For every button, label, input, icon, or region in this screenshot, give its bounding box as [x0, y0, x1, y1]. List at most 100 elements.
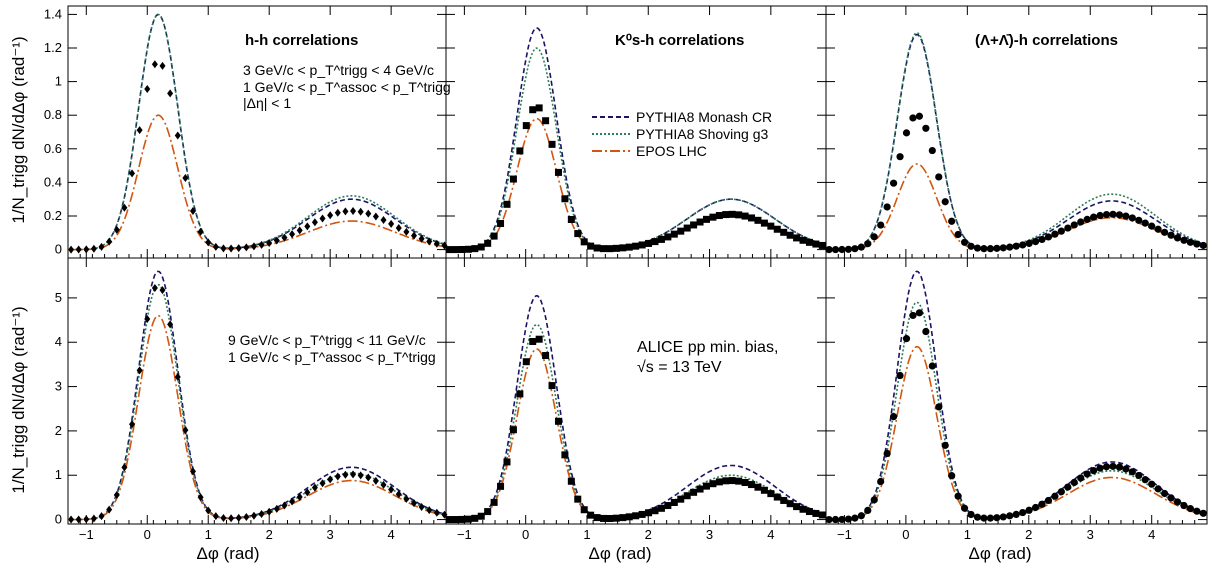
data-point — [980, 514, 988, 522]
series-monash-curve — [68, 270, 447, 521]
data-point — [1064, 483, 1072, 491]
data-point — [831, 515, 840, 524]
series-epos-curve — [826, 345, 1208, 521]
data-point — [464, 515, 472, 523]
data-point — [1122, 212, 1130, 220]
data-point — [1070, 478, 1078, 487]
data-point — [941, 198, 949, 206]
data-point — [980, 245, 988, 253]
data-point — [657, 504, 665, 512]
data-point — [1115, 463, 1124, 471]
data-point — [696, 218, 704, 226]
data-point — [831, 245, 840, 254]
data-point — [548, 140, 556, 148]
data-point — [741, 478, 749, 486]
data-point — [136, 126, 143, 135]
data-point — [973, 244, 982, 252]
data-point — [625, 243, 633, 251]
panel-k0s-high-pt: −1 0 1 2 3 4 — [445, 257, 827, 542]
data-point — [1019, 508, 1027, 517]
data-point — [715, 478, 723, 486]
data-point — [1154, 485, 1162, 493]
data-point — [922, 327, 930, 336]
data-point — [1193, 240, 1201, 248]
data-point — [896, 371, 904, 380]
x-tick-label: 3 — [327, 527, 334, 542]
data-point — [735, 211, 743, 219]
data-point — [1186, 505, 1195, 513]
data-point — [793, 234, 801, 242]
data-point — [889, 413, 898, 421]
data-point — [129, 169, 136, 178]
data-point — [403, 494, 410, 503]
system-line-1: ALICE pp min. bias, — [637, 339, 778, 356]
data-point — [490, 498, 498, 506]
data-point — [805, 508, 813, 516]
data-point — [1135, 471, 1143, 480]
data-point — [266, 507, 273, 516]
data-point — [1180, 501, 1188, 510]
data-point — [915, 309, 924, 317]
data-point — [825, 515, 833, 524]
series-epos-curve — [826, 163, 1208, 251]
data-point — [388, 219, 395, 228]
data-point — [844, 515, 853, 523]
data-point — [516, 147, 524, 155]
legend-shoving-label: PYTHIA8 Shoving g3 — [636, 126, 769, 142]
series-epos-curve — [68, 114, 447, 251]
data-point — [864, 240, 872, 248]
data-point — [144, 84, 151, 93]
data-point — [709, 480, 717, 488]
data-point — [258, 240, 265, 249]
data-point — [735, 477, 743, 485]
data-point — [410, 499, 417, 508]
data-point — [728, 477, 736, 485]
data-point — [818, 511, 826, 519]
data-point — [522, 358, 530, 366]
data-point — [273, 236, 280, 245]
data-point — [433, 239, 440, 248]
data-point — [915, 112, 924, 120]
x-tick-label: 0 — [902, 527, 909, 542]
legend-epos-label: EPOS LHC — [636, 143, 707, 159]
y-tick-label: 1 — [55, 467, 62, 482]
data-point — [1090, 467, 1098, 475]
data-point — [857, 512, 865, 520]
data-point — [561, 451, 569, 459]
data-point — [159, 286, 166, 295]
data-point — [98, 512, 105, 521]
data-point — [612, 244, 620, 252]
data-point — [741, 212, 749, 220]
data-point — [825, 245, 833, 254]
data-point — [922, 124, 930, 132]
data-point — [319, 479, 326, 488]
data-point — [477, 512, 485, 520]
data-point — [993, 244, 1001, 252]
data-point — [799, 505, 807, 513]
data-point — [812, 509, 820, 517]
data-point — [471, 514, 479, 522]
data-point — [1148, 480, 1156, 488]
data-point — [174, 373, 181, 382]
data-point — [786, 500, 794, 508]
panel-hh-high-pt: −1 0 1 2 3 4 0 1 2 3 4 5 — [55, 257, 448, 542]
data-point — [334, 472, 341, 481]
data-point — [418, 234, 425, 243]
x-tick-label: 2 — [1025, 527, 1032, 542]
data-point — [760, 219, 768, 227]
data-point — [205, 238, 212, 247]
data-point — [296, 226, 303, 235]
x-tick-label: 2 — [266, 527, 273, 542]
data-point — [159, 61, 166, 70]
y-tick-label: 4 — [55, 334, 62, 349]
x-axis-title-left: Δφ (rad) — [197, 544, 260, 563]
data-point — [877, 477, 885, 486]
data-point — [484, 508, 492, 516]
data-point — [554, 417, 562, 425]
data-point — [334, 208, 341, 217]
data-point — [68, 515, 75, 524]
data-point — [509, 426, 517, 434]
data-point — [902, 335, 911, 343]
cut-bottom-line-1: 9 GeV/c < p_T^trigg < 11 GeV/c — [228, 332, 426, 348]
data-point — [121, 463, 128, 472]
